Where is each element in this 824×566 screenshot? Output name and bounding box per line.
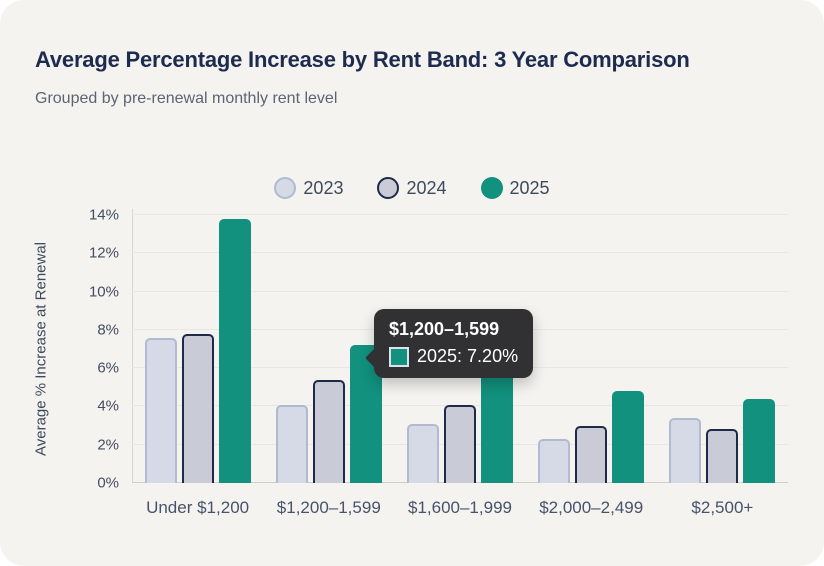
gridline-12% [132,252,788,254]
bar-2023-group-4[interactable] [669,417,702,483]
plot-area [132,214,788,483]
y-tick-14%: 14% [88,206,119,224]
bar-2025-group-2[interactable] [480,371,513,483]
bar-2023-group-1[interactable] [275,404,308,483]
y-tick-10%: 10% [88,283,119,301]
bar-2024-group-4[interactable] [706,429,739,483]
y-tick-4%: 4% [97,397,119,415]
x-label-4: $2,500+ [691,498,754,517]
chart-subtitle: Grouped by pre-renewal monthly rent leve… [35,90,338,107]
y-axis-line [132,209,133,483]
x-label-3: $2,000–2,499 [539,498,644,517]
x-label-0: Under $1,200 [146,498,250,517]
bar-2025-group-0[interactable] [218,218,251,483]
x-axis-labels: Under $1,200 $1,200–1,599 $1,600–1,999 $2,0… [132,498,788,522]
bar-group-0 [132,215,263,483]
legend-label-2023: 2023 [303,177,344,198]
bar-2024-group-3[interactable] [575,425,608,483]
bar-2023-group-2[interactable] [406,423,439,483]
bar-2024-group-1[interactable] [312,379,345,483]
legend-item-2024[interactable]: 2024 [377,177,447,199]
y-tick-6%: 6% [97,359,119,377]
y-axis-ticks: 0% 2% 4% 6% 8% 10% 12% 14% [0,207,119,492]
x-label-2: $1,600–1,999 [407,498,512,517]
x-label-1: $1,200–1,599 [276,498,381,517]
bar-group-3 [526,215,657,483]
legend-label-2024: 2024 [406,177,447,198]
y-tick-0%: 0% [97,474,119,492]
tooltip-title: $1,200–1,599 [389,319,500,339]
tooltip: $1,200–1,599 2025: 7.20% [365,309,534,378]
bar-2024-group-2[interactable] [443,404,476,483]
y-tick-12%: 12% [88,244,119,262]
y-tick-2%: 2% [97,436,119,454]
bar-2025-group-4[interactable] [743,398,776,483]
gridline-14% [132,214,788,215]
tooltip-value-row: 2025: 7.20% [389,346,518,367]
legend-marker-2023-icon [274,177,297,199]
legend-item-2025[interactable]: 2025 [480,177,550,199]
legend: 2023 2024 2025 [0,177,824,199]
legend-marker-2024-icon [377,177,400,199]
gridline-10% [132,290,788,292]
legend-marker-2025-icon [480,177,503,199]
tooltip-value: 2025: 7.20% [417,346,519,366]
bar-2025-group-3[interactable] [612,391,645,483]
legend-item-2023[interactable]: 2023 [274,177,343,199]
bar-2023-group-3[interactable] [538,438,571,483]
bar-groups [132,215,788,483]
y-tick-8%: 8% [97,321,119,339]
bar-2023-group-0[interactable] [144,337,177,483]
legend-label-2025: 2025 [509,177,550,198]
bar-2024-group-0[interactable] [181,333,214,483]
bar-group-1 [263,215,394,483]
tooltip-swatch [389,346,409,367]
bar-group-4 [657,215,788,483]
bar-group-2 [394,215,525,483]
chart-title: Average Percentage Increase by Rent Band… [35,47,690,72]
